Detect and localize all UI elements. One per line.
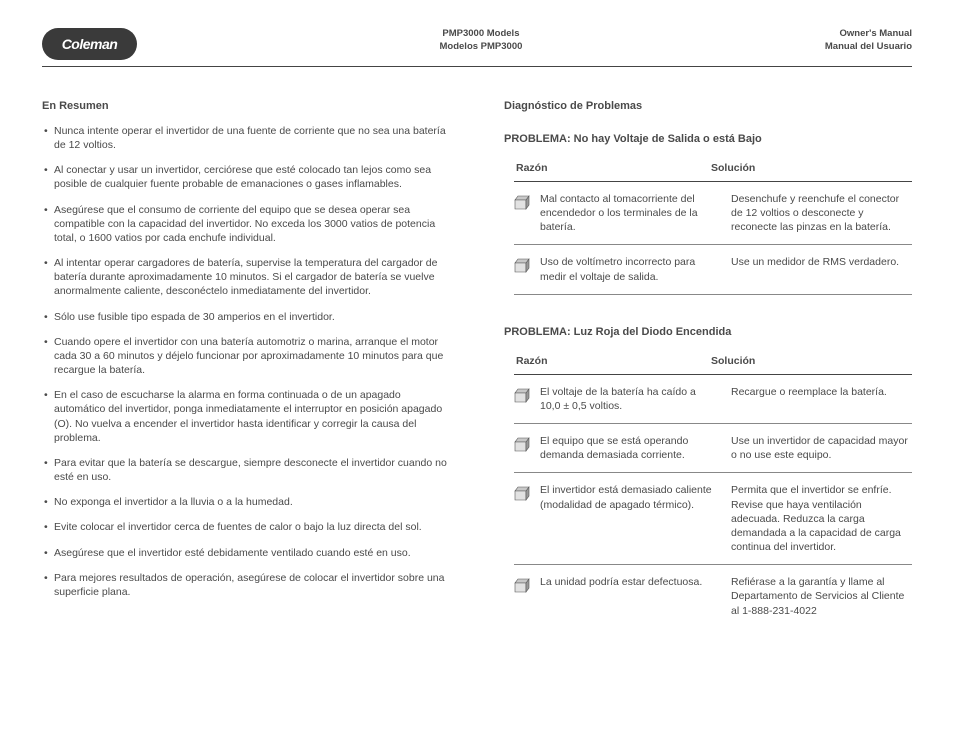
right-column: Diagnóstico de Problemas PROBLEMA: No ha… — [504, 99, 912, 628]
header-center: PMP3000 Models Modelos PMP3000 — [137, 28, 825, 54]
cube-icon — [514, 577, 530, 593]
list-item: Sólo use fusible tipo espada de 30 amper… — [42, 310, 450, 324]
problem-2-table: Razón Solución El voltaje de la batería … — [504, 354, 912, 628]
summary-bullet-list: Nunca intente operar el invertidor de un… — [42, 124, 450, 599]
list-item: Asegúrese que el consumo de corriente de… — [42, 203, 450, 246]
table-row: Mal contacto al tomacorriente del encend… — [514, 182, 912, 246]
solution-cell: Use un invertidor de capacidad mayor o n… — [731, 434, 912, 462]
table-header-row: Razón Solución — [514, 354, 912, 375]
solution-cell: Permita que el invertidor se enfríe. Rev… — [731, 483, 912, 554]
cube-icon — [514, 436, 530, 452]
model-line-en: PMP3000 Models — [137, 28, 825, 41]
col-solution-header: Solución — [711, 161, 912, 175]
reason-cell: Uso de voltímetro incorrecto para medir … — [540, 255, 731, 283]
reason-cell: El invertidor está demasiado caliente (m… — [540, 483, 731, 511]
summary-title: En Resumen — [42, 99, 450, 114]
list-item: Nunca intente operar el invertidor de un… — [42, 124, 450, 152]
list-item: En el caso de escucharse la alarma en fo… — [42, 388, 450, 445]
col-solution-header: Solución — [711, 354, 912, 368]
list-item: Al conectar y usar un invertidor, cerció… — [42, 163, 450, 191]
reason-cell: Mal contacto al tomacorriente del encend… — [540, 192, 731, 235]
reason-cell: El equipo que se está operando demanda d… — [540, 434, 731, 462]
reason-cell: El voltaje de la batería ha caído a 10,0… — [540, 385, 731, 413]
table-row: El invertidor está demasiado caliente (m… — [514, 473, 912, 565]
list-item: Asegúrese que el invertidor esté debidam… — [42, 546, 450, 560]
brand-logo: Coleman — [42, 28, 137, 60]
reason-cell: La unidad podría estar defectuosa. — [540, 575, 731, 589]
content-columns: En Resumen Nunca intente operar el inver… — [42, 99, 912, 628]
table-row: El equipo que se está operando demanda d… — [514, 424, 912, 473]
manual-line-es: Manual del Usuario — [825, 41, 912, 54]
table-row: El voltaje de la batería ha caído a 10,0… — [514, 375, 912, 424]
list-item: Para evitar que la batería se descargue,… — [42, 456, 450, 484]
page-container: Coleman PMP3000 Models Modelos PMP3000 O… — [0, 0, 954, 648]
problem-1-table: Razón Solución Mal contacto al tomacorri… — [504, 161, 912, 295]
cube-icon — [514, 194, 530, 210]
header-right: Owner's Manual Manual del Usuario — [825, 28, 912, 54]
col-reason-header: Razón — [516, 354, 717, 368]
problem-2-title: PROBLEMA: Luz Roja del Diodo Encendida — [504, 325, 912, 340]
problem-1-title: PROBLEMA: No hay Voltaje de Salida o est… — [504, 132, 912, 147]
cube-icon — [514, 485, 530, 501]
left-column: En Resumen Nunca intente operar el inver… — [42, 99, 450, 628]
page-header: Coleman PMP3000 Models Modelos PMP3000 O… — [42, 28, 912, 60]
solution-cell: Use un medidor de RMS verdadero. — [731, 255, 912, 269]
list-item: Cuando opere el invertidor con una bater… — [42, 335, 450, 378]
solution-cell: Desenchufe y reenchufe el conector de 12… — [731, 192, 912, 235]
list-item: Para mejores resultados de operación, as… — [42, 571, 450, 599]
logo-text: Coleman — [62, 35, 118, 54]
list-item: Evite colocar el invertidor cerca de fue… — [42, 520, 450, 534]
table-header-row: Razón Solución — [514, 161, 912, 182]
list-item: No exponga el invertidor a la lluvia o a… — [42, 495, 450, 509]
model-line-es: Modelos PMP3000 — [137, 41, 825, 54]
solution-cell: Refiérase a la garantía y llame al Depar… — [731, 575, 912, 618]
manual-line-en: Owner's Manual — [825, 28, 912, 41]
table-row: La unidad podría estar defectuosa. Refié… — [514, 565, 912, 628]
diagnostics-title: Diagnóstico de Problemas — [504, 99, 912, 114]
header-divider — [42, 66, 912, 67]
solution-cell: Recargue o reemplace la batería. — [731, 385, 912, 399]
table-row: Uso de voltímetro incorrecto para medir … — [514, 245, 912, 294]
list-item: Al intentar operar cargadores de batería… — [42, 256, 450, 299]
cube-icon — [514, 257, 530, 273]
col-reason-header: Razón — [516, 161, 717, 175]
cube-icon — [514, 387, 530, 403]
